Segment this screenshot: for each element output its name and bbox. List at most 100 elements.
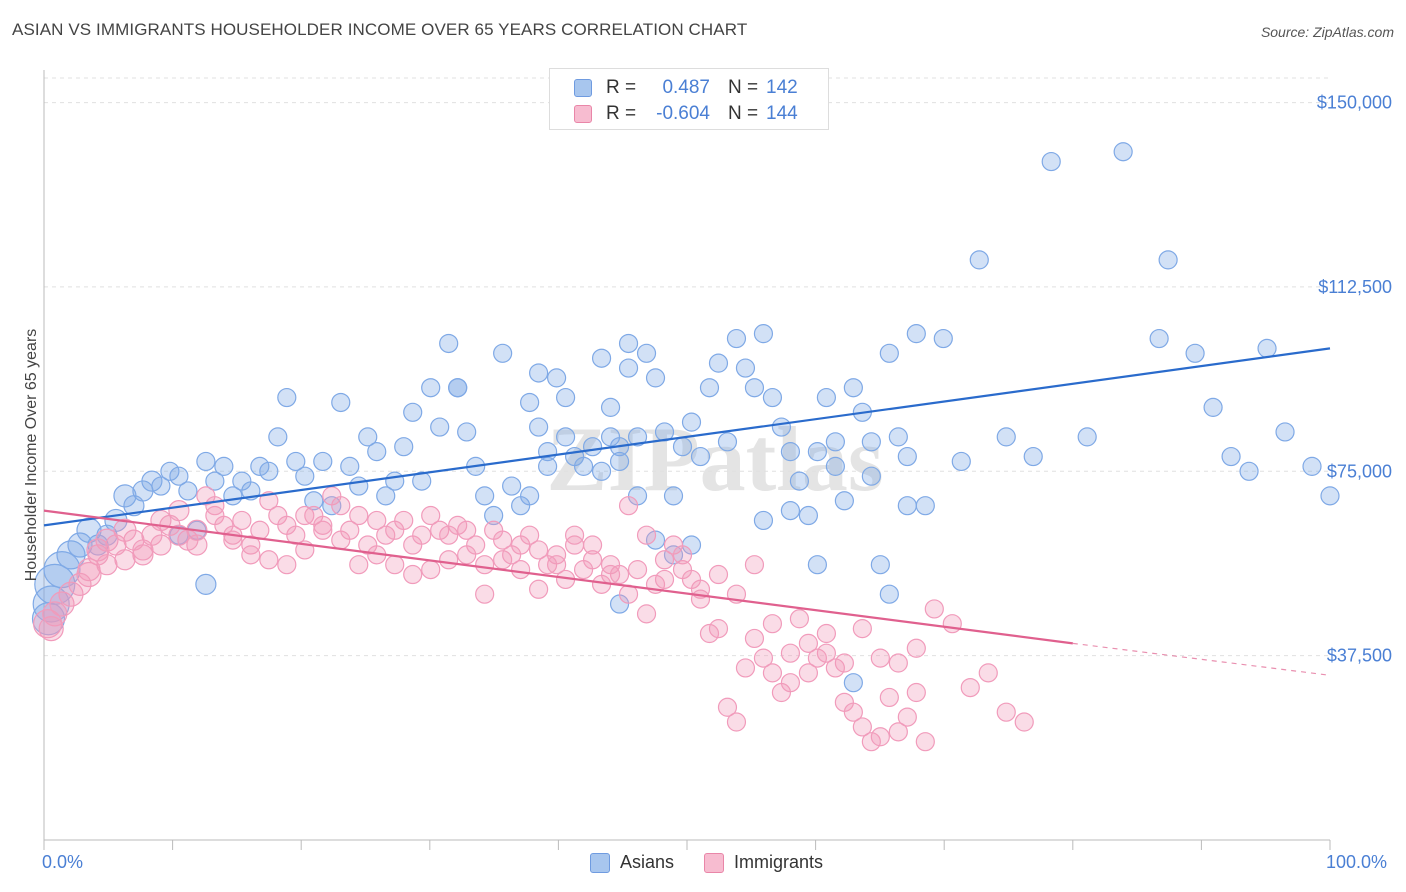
point-immigrants [582,535,603,555]
point-immigrants [186,534,208,556]
point-asians [717,432,738,452]
point-asians [1149,328,1169,349]
point-asians [798,505,819,526]
point-asians [1077,427,1097,447]
legend-item-asians[interactable]: Asians [590,852,674,873]
point-asians [259,461,279,481]
point-immigrants [978,663,998,683]
point-asians [331,392,351,413]
point-immigrants [897,707,917,727]
point-immigrants [924,599,944,619]
point-asians [529,417,549,437]
point-asians [627,427,648,447]
point-immigrants [699,623,720,644]
point-asians [825,456,845,476]
point-asians [268,427,288,447]
point-immigrants [618,496,639,516]
legend-r-value: -0.604 [656,103,710,124]
point-immigrants [113,518,137,542]
point-asians [699,378,720,398]
point-immigrants [807,648,827,668]
legend-n-value: 144 [766,103,798,124]
point-immigrants [708,564,729,585]
point-asians [529,363,549,383]
point-asians [169,466,189,486]
y-tick-label: $150,000 [1317,93,1392,113]
point-immigrants [798,633,819,653]
point-asians [1023,446,1043,467]
point-asians [915,496,935,516]
point-immigrants [403,564,423,585]
point-immigrants [960,677,980,698]
point-asians [160,461,180,481]
legend-r-value: 0.487 [662,77,710,98]
point-asians [151,476,171,496]
point-immigrants [780,643,801,663]
point-immigrants [277,555,297,575]
point-immigrants [529,540,549,560]
point-asians [475,486,495,506]
point-asians [367,442,387,462]
point-immigrants [58,581,84,607]
point-asians [780,501,801,521]
point-asians [969,250,989,270]
point-asians [286,451,306,472]
point-asians [205,471,225,491]
point-asians [933,328,953,349]
point-immigrants [798,663,819,683]
y-tick-label: $112,500 [1318,277,1392,297]
legend-item-immigrants[interactable]: Immigrants [704,852,823,873]
point-immigrants [843,702,863,722]
point-asians [951,451,971,472]
point-asians [538,456,558,476]
point-asians [618,358,639,378]
point-immigrants [132,544,154,566]
point-immigrants [564,525,585,545]
point-immigrants [753,648,774,668]
point-asians [520,392,540,413]
point-immigrants [412,525,432,545]
legend-r-label: R = [606,103,637,124]
point-asians [1320,486,1340,506]
point-immigrants [708,619,729,639]
point-asians [178,481,198,501]
point-asians [618,333,639,354]
point-asians [448,378,468,398]
point-asians [250,456,270,476]
point-immigrants [942,614,962,634]
point-immigrants [906,638,926,658]
point-immigrants [114,549,136,571]
point-asians [403,402,423,422]
point-immigrants [86,538,110,562]
point-asians [573,456,594,476]
legend-label-immigrants: Immigrants [734,852,824,872]
trend-line-immigrants [43,509,1073,645]
x-tick-min: 0.0% [42,852,84,872]
point-immigrants [762,614,783,634]
point-asians [861,466,881,486]
point-asians [555,387,576,408]
point-asians [645,368,666,388]
point-asians [600,397,621,417]
legend-row-immigrants: R = -0.604 N = 144 [574,103,798,125]
point-asians [430,417,450,437]
point-asians [726,328,747,349]
point-asians [879,343,899,363]
point-immigrants [870,727,890,747]
point-immigrants [232,510,252,531]
point-immigrants [493,530,513,550]
legend-swatch-asians [590,852,610,873]
point-immigrants [780,673,801,693]
point-immigrants [627,560,648,580]
point-asians [1041,151,1061,172]
point-asians [825,432,845,452]
point-immigrants [259,491,279,511]
x-tick-max: 100.0% [1326,852,1388,872]
point-immigrants [654,569,675,590]
point-asians [843,378,863,398]
point-asians [636,343,657,363]
point-asians [67,532,93,558]
point-asians [897,496,917,516]
correlation-legend: R = 0.487 N = 142 R = -0.604 N = 144 [549,68,829,130]
point-asians [457,422,477,442]
